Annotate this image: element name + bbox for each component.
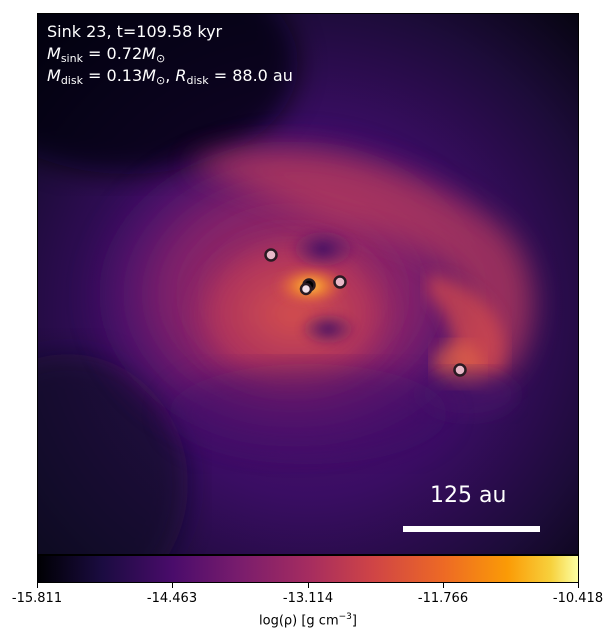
sink-marker [453, 363, 467, 377]
scalebar-line [403, 526, 540, 532]
colorbar-label-exponent: −3 [338, 612, 352, 622]
m-sink-unit: M [142, 44, 156, 63]
colorbar-label-suffix: ] [351, 613, 357, 629]
m-disk-sub: disk [60, 74, 83, 87]
colorbar-tick [172, 583, 173, 588]
colorbar-tick-label: -14.463 [146, 591, 198, 606]
sink-marker [264, 248, 278, 262]
solar-symbol: ⊙ [155, 52, 166, 65]
colorbar-tick-label: -13.114 [282, 591, 334, 606]
r-disk-value: = 88.0 au [208, 66, 293, 85]
separator: , [165, 66, 176, 85]
scalebar-label: 125 au [430, 483, 507, 508]
colorbar-tick [578, 583, 579, 588]
colorbar-label-prefix: log(ρ) [g cm [259, 613, 339, 629]
colorbar-label: log(ρ) [g cm−3] [259, 612, 357, 628]
m-sink-symbol: M [47, 44, 61, 63]
sink-markers [264, 248, 467, 377]
density-image [38, 14, 578, 554]
colorbar-tick-label: -15.811 [11, 591, 63, 606]
density-map [37, 13, 579, 555]
solar-symbol: ⊙ [155, 74, 166, 87]
colorbar [37, 555, 579, 583]
sink-marker [333, 275, 347, 289]
colorbar-tick [37, 583, 38, 588]
colorbar-tick-label: -10.418 [552, 591, 604, 606]
m-disk-unit: M [142, 66, 156, 85]
colorbar-tick [443, 583, 444, 588]
m-sink-sub: sink [60, 52, 83, 65]
m-disk-value: = 0.13 [82, 66, 143, 85]
sink-marker [299, 282, 313, 296]
disk-label: Mdisk = 0.13M⊙, Rdisk = 88.0 au [47, 65, 293, 91]
colorbar-tick-label: -11.766 [417, 591, 469, 606]
r-disk-symbol: R [175, 66, 187, 85]
m-disk-symbol: M [47, 66, 61, 85]
r-disk-sub: disk [186, 74, 209, 87]
sink-mass-label: Msink = 0.72M⊙ [47, 43, 165, 69]
m-sink-value: = 0.72 [82, 44, 143, 63]
colorbar-tick [308, 583, 309, 588]
sink-time-label: Sink 23, t=109.58 kyr [47, 22, 223, 41]
